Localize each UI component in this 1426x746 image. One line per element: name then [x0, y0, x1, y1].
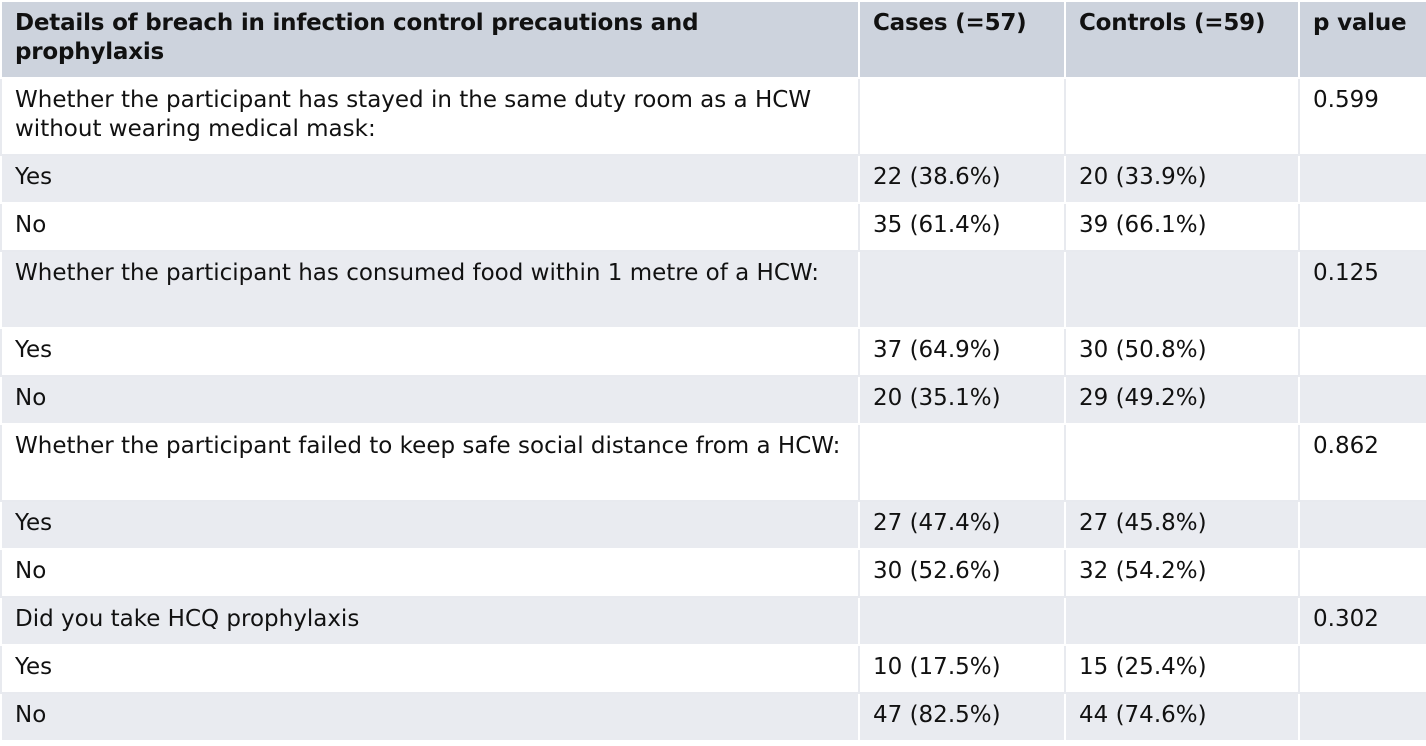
header-details: Details of breach in infection control p…: [0, 0, 860, 79]
table-body: Whether the participant has stayed in th…: [0, 77, 1426, 742]
table-row: Whether the participant has consumed foo…: [0, 250, 1426, 329]
controls-cell: [1064, 596, 1300, 646]
row-label: Whether the participant failed to keep s…: [0, 423, 860, 502]
p-value-cell: [1298, 548, 1426, 598]
table-row: No 47 (82.5%) 44 (74.6%): [0, 692, 1426, 742]
table-row: No 20 (35.1%) 29 (49.2%): [0, 375, 1426, 425]
controls-cell: 20 (33.9%): [1064, 154, 1300, 204]
row-label: Yes: [0, 644, 860, 694]
table-row: Yes 27 (47.4%) 27 (45.8%): [0, 500, 1426, 550]
table-row: No 35 (61.4%) 39 (66.1%): [0, 202, 1426, 252]
p-value-cell: [1298, 644, 1426, 694]
row-label: Yes: [0, 154, 860, 204]
p-value-cell: 0.125: [1298, 250, 1426, 329]
p-value-cell: [1298, 375, 1426, 425]
table-row: Yes 37 (64.9%) 30 (50.8%): [0, 327, 1426, 377]
row-label: No: [0, 548, 860, 598]
cases-cell: [858, 423, 1066, 502]
cases-cell: 22 (38.6%): [858, 154, 1066, 204]
table-row: Whether the participant has stayed in th…: [0, 77, 1426, 156]
controls-cell: 30 (50.8%): [1064, 327, 1300, 377]
table-row: Did you take HCQ prophylaxis 0.302: [0, 596, 1426, 646]
p-value-cell: 0.302: [1298, 596, 1426, 646]
table-row: Yes 10 (17.5%) 15 (25.4%): [0, 644, 1426, 694]
header-row: Details of breach in infection control p…: [0, 0, 1426, 79]
p-value-cell: 0.862: [1298, 423, 1426, 502]
controls-cell: [1064, 77, 1300, 156]
row-label: Did you take HCQ prophylaxis: [0, 596, 860, 646]
p-value-cell: 0.599: [1298, 77, 1426, 156]
row-label: Whether the participant has consumed foo…: [0, 250, 860, 329]
header-p-value: p value: [1298, 0, 1426, 79]
row-label: Yes: [0, 500, 860, 550]
row-label: No: [0, 375, 860, 425]
table-row: Yes 22 (38.6%) 20 (33.9%): [0, 154, 1426, 204]
row-label: Yes: [0, 327, 860, 377]
controls-cell: [1064, 423, 1300, 502]
table-row: Whether the participant failed to keep s…: [0, 423, 1426, 502]
cases-cell: [858, 596, 1066, 646]
cases-cell: 20 (35.1%): [858, 375, 1066, 425]
p-value-cell: [1298, 500, 1426, 550]
cases-cell: 47 (82.5%): [858, 692, 1066, 742]
header-cases: Cases (=57): [858, 0, 1066, 79]
controls-cell: 39 (66.1%): [1064, 202, 1300, 252]
row-label: Whether the participant has stayed in th…: [0, 77, 860, 156]
p-value-cell: [1298, 692, 1426, 742]
row-label: No: [0, 202, 860, 252]
cases-cell: 35 (61.4%): [858, 202, 1066, 252]
controls-cell: 15 (25.4%): [1064, 644, 1300, 694]
table-header: Details of breach in infection control p…: [0, 0, 1426, 79]
cases-cell: [858, 250, 1066, 329]
controls-cell: [1064, 250, 1300, 329]
table-row: No 30 (52.6%) 32 (54.2%): [0, 548, 1426, 598]
p-value-cell: [1298, 327, 1426, 377]
p-value-cell: [1298, 202, 1426, 252]
cases-cell: 10 (17.5%): [858, 644, 1066, 694]
controls-cell: 27 (45.8%): [1064, 500, 1300, 550]
cases-cell: 37 (64.9%): [858, 327, 1066, 377]
controls-cell: 29 (49.2%): [1064, 375, 1300, 425]
controls-cell: 44 (74.6%): [1064, 692, 1300, 742]
p-value-cell: [1298, 154, 1426, 204]
cases-cell: 27 (47.4%): [858, 500, 1066, 550]
row-label: No: [0, 692, 860, 742]
cases-cell: [858, 77, 1066, 156]
controls-cell: 32 (54.2%): [1064, 548, 1300, 598]
cases-cell: 30 (52.6%): [858, 548, 1066, 598]
header-controls: Controls (=59): [1064, 0, 1300, 79]
